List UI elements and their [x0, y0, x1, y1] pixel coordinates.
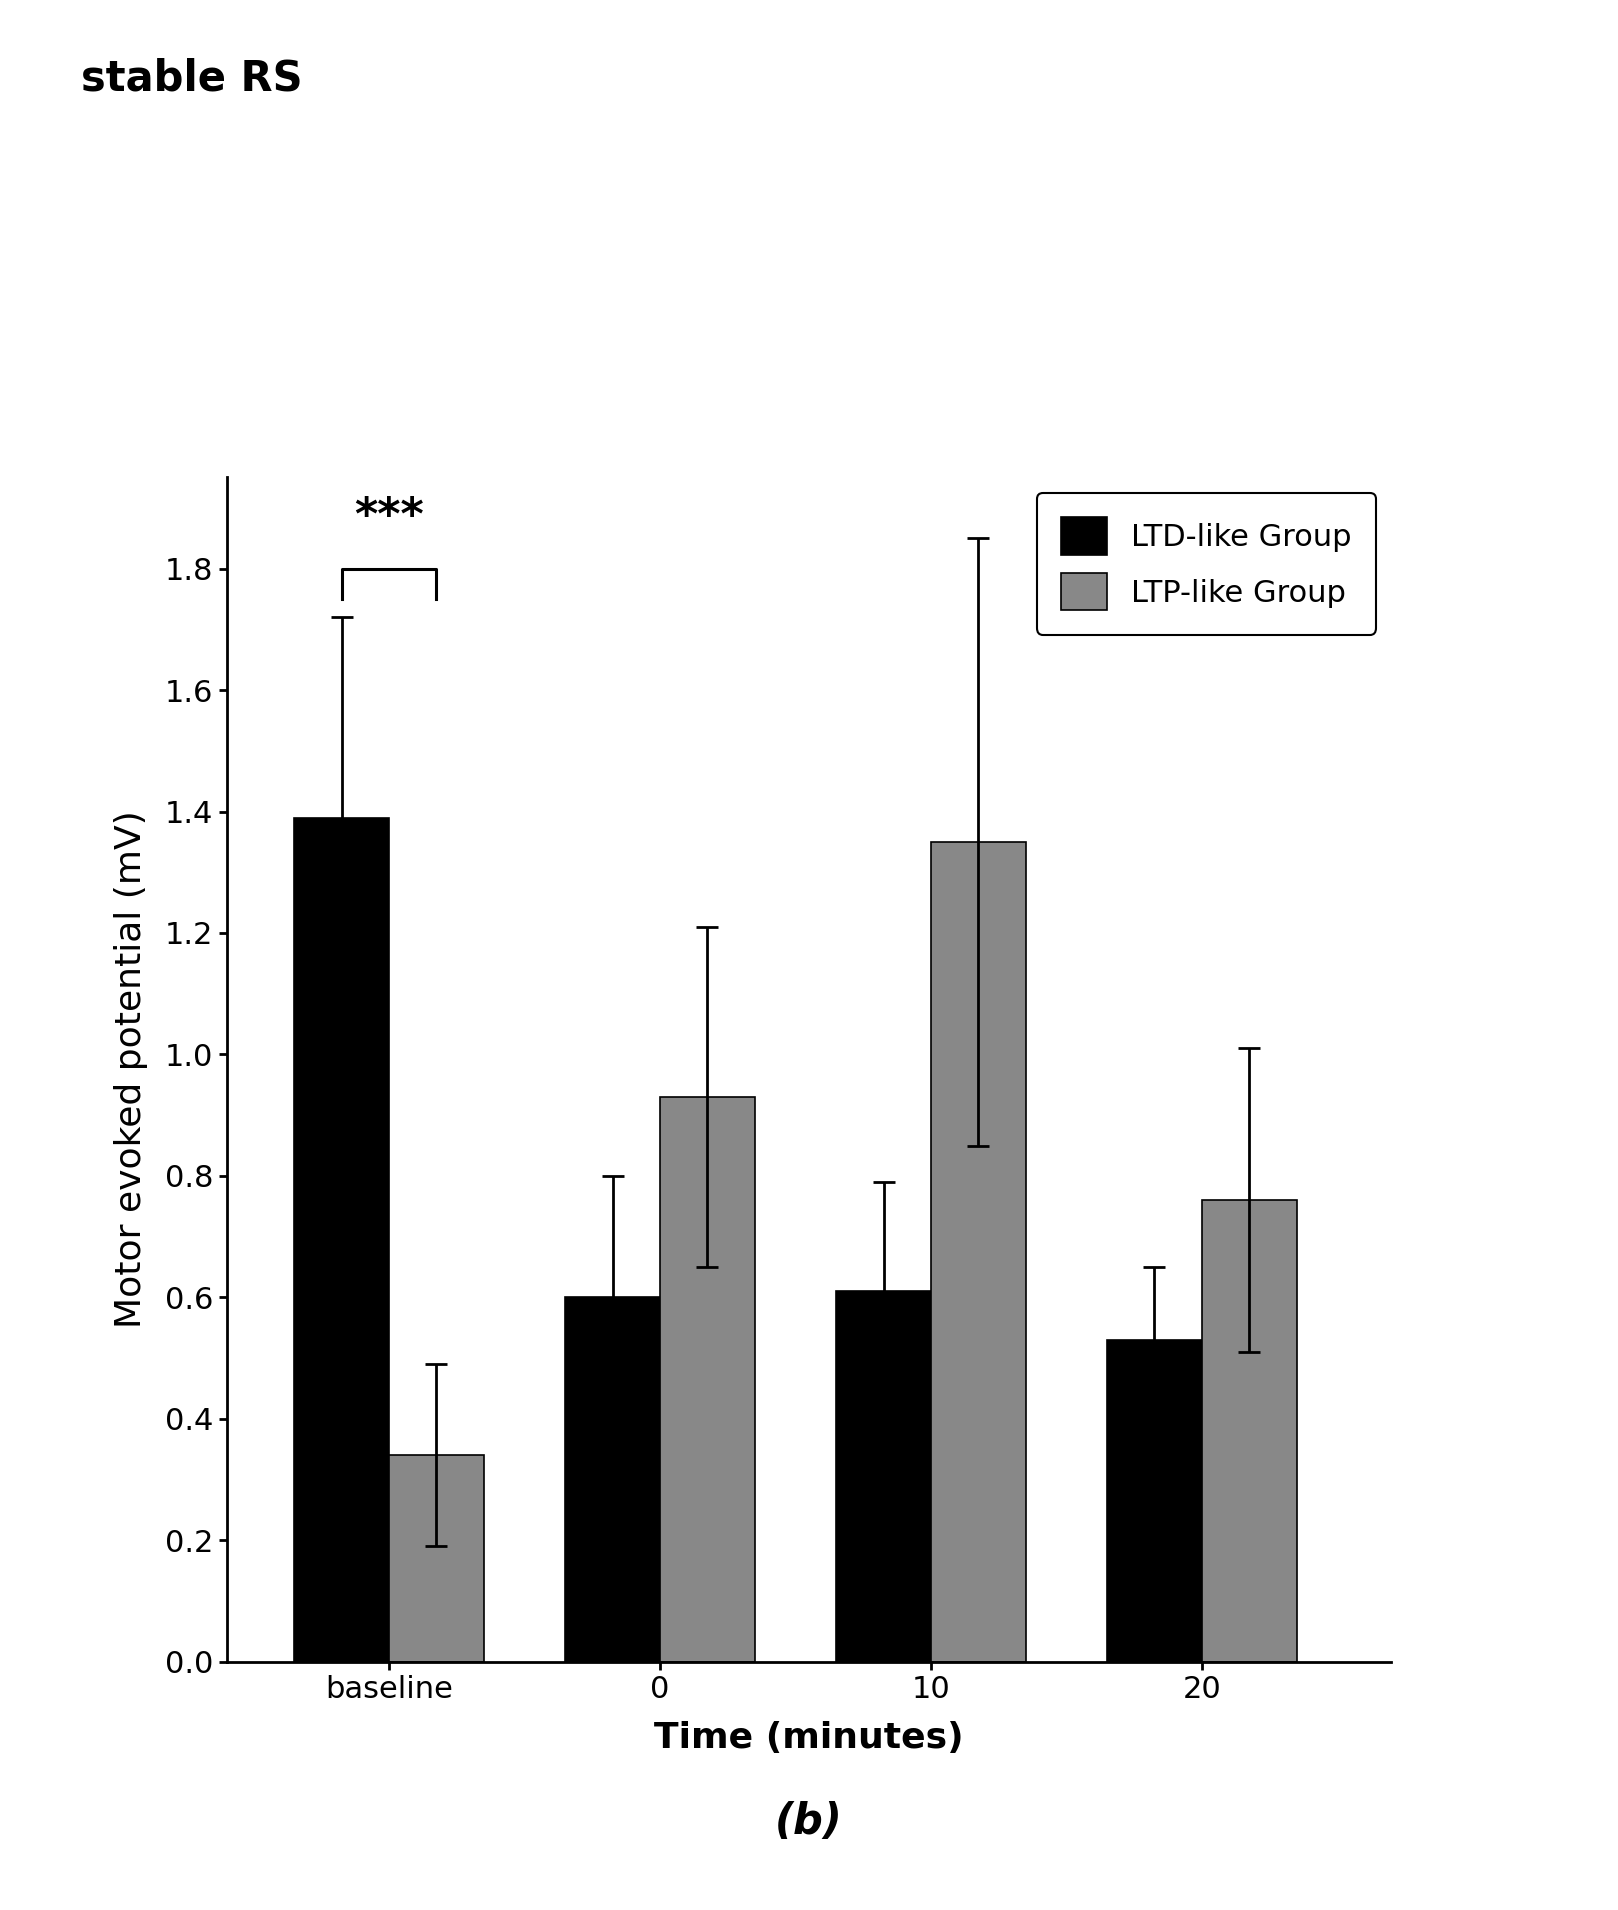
- Bar: [930, 842, 1026, 1662]
- Text: stable RS: stable RS: [81, 57, 303, 99]
- Bar: [1107, 1339, 1202, 1662]
- Legend: LTD-like Group, LTP-like Group: LTD-like Group, LTP-like Group: [1037, 493, 1377, 634]
- Bar: [660, 1096, 756, 1662]
- X-axis label: Time (minutes): Time (minutes): [654, 1721, 964, 1755]
- Bar: [837, 1291, 930, 1662]
- Bar: [565, 1297, 660, 1662]
- Bar: [294, 817, 388, 1662]
- Text: (b): (b): [775, 1801, 843, 1843]
- Y-axis label: Motor evoked potential (mV): Motor evoked potential (mV): [115, 810, 149, 1329]
- Text: ***: ***: [354, 495, 424, 539]
- Bar: [1202, 1199, 1296, 1662]
- Bar: [388, 1455, 484, 1662]
